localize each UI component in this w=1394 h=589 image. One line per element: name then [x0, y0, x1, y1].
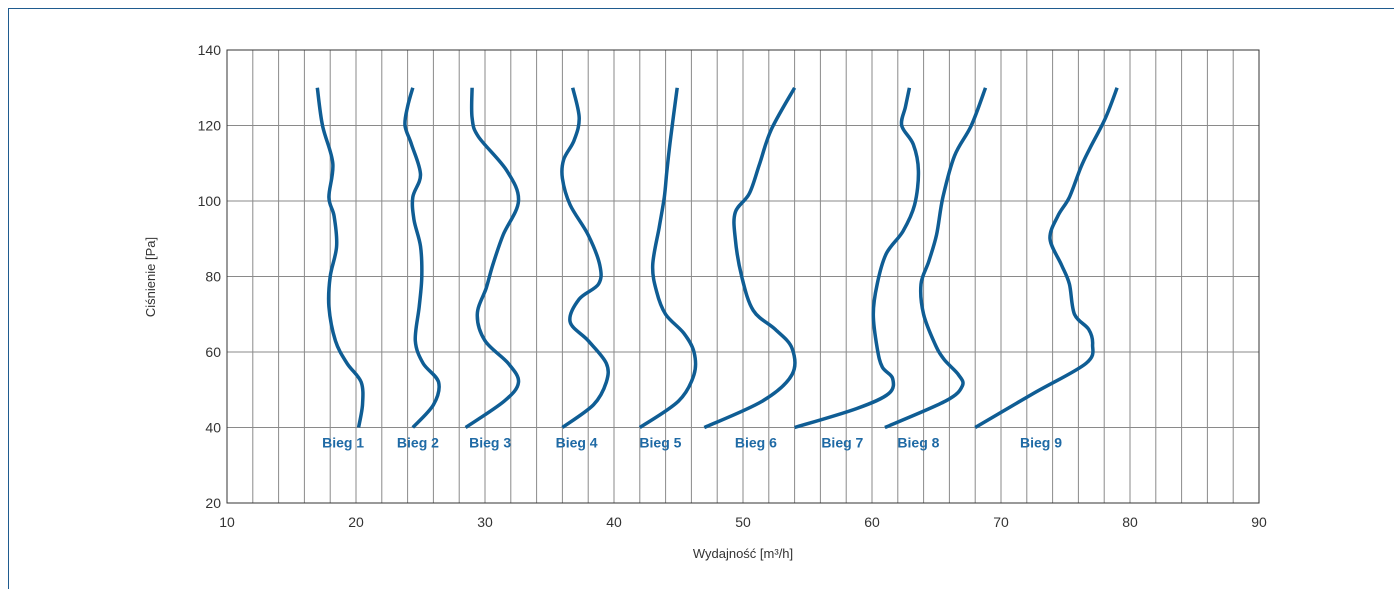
x-tick-label: 50 — [735, 514, 751, 530]
series-label-bieg-1: Bieg 1 — [322, 435, 364, 451]
x-tick-label: 10 — [219, 514, 235, 530]
y-tick-label: 20 — [205, 495, 221, 511]
x-axis-title: Wydajność [m³/h] — [693, 546, 793, 561]
y-tick-label: 120 — [198, 118, 222, 134]
x-tick-label: 80 — [1122, 514, 1138, 530]
series-label-bieg-8: Bieg 8 — [897, 435, 939, 451]
series-line-bieg-1 — [315, 87, 365, 428]
series-line-bieg-5 — [638, 87, 698, 429]
series-line-bieg-3 — [464, 87, 521, 429]
y-tick-label: 140 — [198, 42, 222, 58]
y-axis-title: Ciśnienie [Pa] — [143, 237, 158, 317]
series-line-bieg-4 — [560, 87, 610, 429]
x-tick-label: 40 — [606, 514, 622, 530]
series-line-bieg-6 — [703, 86, 797, 430]
series-label-bieg-4: Bieg 4 — [556, 435, 598, 451]
series-label-bieg-7: Bieg 7 — [821, 435, 863, 451]
series-label-bieg-2: Bieg 2 — [397, 435, 439, 451]
chart-frame — [8, 8, 1394, 589]
x-tick-label: 20 — [348, 514, 364, 530]
y-tick-label: 100 — [198, 193, 222, 209]
x-tick-label: 30 — [477, 514, 493, 530]
series-labels: Bieg 1 Bieg 2 Bieg 3 Bieg 4 Bieg 5 Bieg 6 Bieg… — [322, 435, 1062, 451]
plot-border — [226, 49, 1260, 504]
axis-ticks: 10 20 30 40 50 60 70 80 90 20 40 60 80 100 120 140 — [198, 42, 1267, 530]
series-lines — [315, 86, 1119, 430]
y-tick-label: 80 — [205, 269, 221, 285]
series-line-bieg-8 — [884, 87, 988, 430]
series-line-bieg-9 — [974, 87, 1119, 430]
series-label-bieg-9: Bieg 9 — [1020, 435, 1062, 451]
x-tick-label: 60 — [864, 514, 880, 530]
x-tick-label: 70 — [993, 514, 1009, 530]
x-tick-label: 90 — [1251, 514, 1267, 530]
y-tick-label: 60 — [205, 344, 221, 360]
series-line-bieg-2 — [403, 87, 441, 429]
series-label-bieg-5: Bieg 5 — [639, 435, 681, 451]
series-label-bieg-3: Bieg 3 — [469, 435, 511, 451]
y-tick-label: 40 — [205, 420, 221, 436]
series-label-bieg-6: Bieg 6 — [735, 435, 777, 451]
series-line-bieg-7 — [794, 87, 921, 430]
